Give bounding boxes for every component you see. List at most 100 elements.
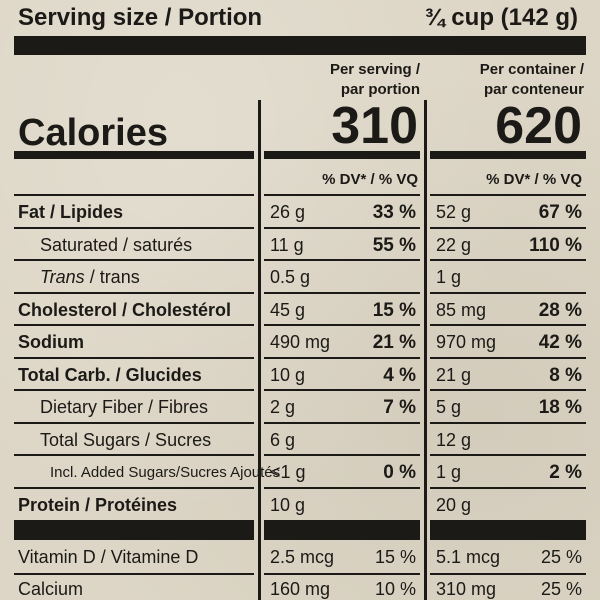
row-rule-3	[430, 389, 586, 391]
vitamin-container-amount: 310 mg	[436, 579, 497, 599]
container-amount: 52 g	[436, 202, 472, 222]
serving-dv: 15 %	[372, 299, 416, 321]
calories-divider-bar-2	[264, 151, 420, 159]
dv-header-container: % DV* / % VQ	[486, 171, 582, 188]
serving-dv: 33 %	[372, 202, 416, 223]
container-amount: 970 mg	[436, 332, 497, 352]
vitamin-container-amount: 5.1 mcg	[436, 547, 501, 567]
vitamin-serving-amount: 160 mg	[270, 579, 331, 599]
calories-label: Calories	[18, 112, 168, 154]
serving-amount: 10 g	[270, 494, 306, 515]
nutrient-label: Total Sugars / Sucres	[40, 429, 212, 450]
row-rule-3	[430, 324, 586, 326]
container-amount: 21 g	[436, 364, 472, 385]
serving-dv: 7 %	[383, 397, 416, 418]
vitamin-container-dv: 25 %	[540, 579, 582, 599]
serving-dv: 0 %	[383, 462, 416, 483]
container-amount: 5 g	[436, 397, 462, 417]
calories-per-serving: 310	[331, 97, 418, 155]
calories-per-container: 620	[495, 97, 582, 155]
row-rule-2	[264, 486, 420, 489]
vitamin-divider-bar-2	[264, 520, 420, 540]
row-rule-1	[14, 454, 254, 456]
container-dv: 8 %	[549, 364, 582, 386]
per-container-header-line2: par conteneur	[483, 81, 584, 98]
container-amount: 22 g	[436, 234, 472, 255]
nutrient-label: Total Carb. / Glucides	[18, 364, 202, 385]
serving-amount: 0.5 g	[270, 267, 311, 287]
serving-amount: <1 g	[270, 462, 306, 482]
vitamin-label: Calcium	[18, 579, 84, 599]
vitamin-serving-dv: 15 %	[374, 547, 416, 567]
per-serving-header-line1: Per serving /	[329, 61, 420, 78]
container-dv: 110 %	[529, 234, 582, 256]
vitamin-divider-bar-1	[14, 520, 254, 540]
vitamin-label: Vitamin D / Vitamine D	[18, 547, 199, 567]
row-rule-2	[264, 356, 420, 359]
container-amount: 20 g	[436, 494, 472, 515]
row-rule-1	[14, 324, 254, 326]
row-rule-1	[14, 486, 254, 489]
container-dv: 67 %	[538, 202, 582, 223]
row-rule-2	[264, 259, 420, 261]
serving-amount: 11 g	[270, 234, 304, 255]
nutrient-label: Saturated / saturés	[40, 234, 193, 255]
column-divider-right	[424, 100, 427, 600]
row-rule-2	[264, 421, 420, 424]
container-dv: 18 %	[538, 397, 582, 418]
nutrient-label-italic: Trans	[40, 267, 85, 287]
serving-amount: 6 g	[270, 429, 296, 450]
nutrient-label: Dietary Fiber / Fibres	[40, 397, 209, 417]
row-rule-3	[430, 194, 586, 196]
row-rule-3	[430, 259, 586, 261]
serving-amount: 10 g	[270, 364, 306, 385]
row-rule-2	[264, 454, 420, 456]
row-rule-2	[264, 389, 420, 391]
serving-amount: 26 g	[270, 202, 306, 222]
container-dv: 2 %	[549, 462, 582, 483]
container-amount: 1 g	[436, 267, 462, 287]
nutrient-label: Fat / Lipides	[18, 202, 124, 222]
serving-amount: 2 g	[270, 397, 296, 417]
calories-divider-bar-1	[14, 151, 254, 159]
row-rule-1	[14, 194, 254, 196]
row-rule-3	[430, 486, 586, 489]
container-amount: 12 g	[436, 429, 472, 450]
container-amount: 1 g	[436, 462, 462, 482]
column-divider-left	[258, 100, 261, 600]
row-rule-3	[430, 454, 586, 456]
container-dv: 28 %	[538, 299, 582, 321]
serving-amount: 45 g	[270, 299, 306, 320]
row-rule-3	[430, 226, 586, 229]
vitamin-rule-1	[14, 573, 254, 575]
row-rule-1	[14, 389, 254, 391]
serving-divider-bar	[14, 36, 586, 55]
serving-dv: 4 %	[383, 364, 416, 386]
row-rule-3	[430, 421, 586, 424]
per-container-header-line1: Per container /	[479, 61, 584, 78]
row-rule-3	[430, 291, 586, 294]
row-rule-2	[264, 226, 420, 229]
vitamin-rule-3	[430, 573, 586, 575]
row-rule-1	[14, 291, 254, 294]
vitamin-divider-bar-3	[430, 520, 586, 540]
vitamin-serving-amount: 2.5 mcg	[270, 547, 335, 567]
nutrient-label: Protein / Protéines	[18, 494, 178, 515]
calories-divider-bar-3	[430, 151, 586, 159]
nutrient-label: Sodium	[18, 332, 84, 352]
dv-header-serving: % DV* / % VQ	[322, 171, 418, 188]
serving-size-label: Serving size / Portion	[18, 4, 263, 31]
row-rule-1	[14, 421, 254, 424]
container-amount: 85 mg	[436, 299, 487, 320]
row-rule-1	[14, 226, 254, 229]
serving-size-value: ¾ cup (142 g)	[424, 4, 578, 31]
row-rule-2	[264, 291, 420, 294]
serving-amount: 490 mg	[270, 332, 331, 352]
nutrient-label-rest: / trans	[84, 267, 140, 287]
serving-dv: 21 %	[372, 332, 416, 353]
row-rule-1	[14, 356, 254, 359]
row-rule-2	[264, 324, 420, 326]
per-serving-header-line2: par portion	[340, 81, 420, 98]
row-rule-1	[14, 259, 254, 261]
